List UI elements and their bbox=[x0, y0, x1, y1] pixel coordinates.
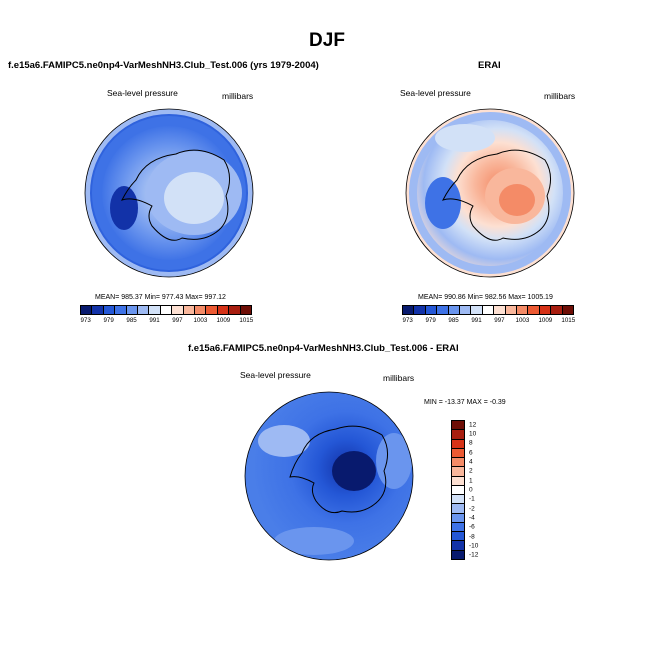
colorbar-swatch bbox=[551, 306, 563, 314]
colorbar-swatch bbox=[452, 430, 464, 440]
panel1-stats: MEAN= 985.37 Min= 977.43 Max= 997.12 bbox=[95, 294, 226, 301]
panel2-map bbox=[405, 108, 575, 278]
panel2-colorbar bbox=[402, 305, 574, 315]
panel3-title: f.e15a6.FAMIPC5.ne0np4-VarMeshNH3.Club_T… bbox=[188, 343, 459, 354]
colorbar-tick-label: -8 bbox=[469, 533, 475, 541]
colorbar-swatch bbox=[217, 306, 230, 314]
colorbar-swatch bbox=[460, 306, 472, 314]
colorbar-tick-label: 997 bbox=[172, 317, 183, 324]
colorbar-swatch bbox=[471, 306, 483, 314]
colorbar-tick-label: 1015 bbox=[239, 317, 254, 324]
colorbar-tick-label: 979 bbox=[425, 317, 436, 324]
panel1-units-label: millibars bbox=[222, 91, 254, 101]
colorbar-tick-label: 10 bbox=[469, 430, 477, 438]
colorbar-swatch bbox=[172, 306, 184, 314]
colorbar-tick-label: 985 bbox=[126, 317, 137, 324]
colorbar-swatch bbox=[452, 421, 464, 431]
colorbar-swatch bbox=[452, 541, 464, 551]
colorbar-swatch bbox=[425, 306, 438, 314]
colorbar-swatch bbox=[403, 306, 415, 314]
colorbar-swatch bbox=[92, 306, 104, 314]
colorbar-swatch bbox=[138, 306, 150, 314]
panel3-map bbox=[244, 391, 414, 561]
colorbar-tick-label: 4 bbox=[469, 458, 473, 466]
colorbar-tick-label: 991 bbox=[149, 317, 160, 324]
colorbar-swatch bbox=[517, 306, 529, 314]
colorbar-tick-label: 8 bbox=[469, 439, 473, 447]
colorbar-swatch bbox=[126, 306, 139, 314]
colorbar-swatch bbox=[149, 306, 161, 314]
colorbar-tick-label: 1009 bbox=[538, 317, 553, 324]
colorbar-swatch bbox=[528, 306, 540, 314]
colorbar-swatch bbox=[562, 306, 574, 314]
main-title: DJF bbox=[309, 30, 345, 51]
colorbar-swatch bbox=[81, 306, 93, 314]
colorbar-swatch bbox=[183, 306, 196, 314]
colorbar-tick-label: -2 bbox=[469, 505, 475, 513]
colorbar-swatch bbox=[452, 439, 464, 449]
colorbar-swatch bbox=[240, 306, 252, 314]
panel3-units-label: millibars bbox=[383, 373, 415, 383]
panel1-variable-label: Sea-level pressure bbox=[107, 88, 178, 98]
panel1-map bbox=[84, 108, 254, 278]
colorbar-swatch bbox=[115, 306, 127, 314]
colorbar-swatch bbox=[103, 306, 116, 314]
panel2-units-label: millibars bbox=[544, 91, 576, 101]
colorbar-tick-label: 2 bbox=[469, 467, 473, 475]
colorbar-tick-label: 997 bbox=[494, 317, 505, 324]
panel2-stats: MEAN= 990.86 Min= 982.56 Max= 1005.19 bbox=[418, 294, 553, 301]
colorbar-swatch bbox=[505, 306, 518, 314]
colorbar-swatch bbox=[452, 504, 464, 514]
panel3-variable-label: Sea-level pressure bbox=[240, 370, 311, 380]
colorbar-swatch bbox=[452, 532, 464, 542]
colorbar-swatch bbox=[452, 550, 464, 559]
colorbar-tick-label: 1009 bbox=[216, 317, 231, 324]
colorbar-swatch bbox=[452, 485, 464, 496]
colorbar-swatch bbox=[452, 448, 464, 459]
colorbar-swatch bbox=[414, 306, 426, 314]
colorbar-tick-label: -6 bbox=[469, 523, 475, 531]
colorbar-tick-label: 1003 bbox=[193, 317, 208, 324]
colorbar-swatch bbox=[539, 306, 552, 314]
colorbar-tick-label: -12 bbox=[469, 551, 479, 559]
colorbar-swatch bbox=[452, 513, 464, 523]
colorbar-swatch bbox=[452, 495, 464, 505]
colorbar-tick-label: 979 bbox=[103, 317, 114, 324]
colorbar-swatch bbox=[206, 306, 218, 314]
colorbar-swatch bbox=[494, 306, 506, 314]
colorbar-swatch bbox=[452, 458, 464, 468]
colorbar-swatch bbox=[437, 306, 449, 314]
colorbar-swatch bbox=[195, 306, 207, 314]
colorbar-swatch bbox=[452, 467, 464, 477]
colorbar-tick-label: 985 bbox=[448, 317, 459, 324]
colorbar-tick-label: 12 bbox=[469, 421, 477, 429]
colorbar-tick-label: 0 bbox=[469, 486, 473, 494]
panel1-colorbar bbox=[80, 305, 252, 315]
colorbar-swatch bbox=[452, 476, 464, 486]
colorbar-tick-label: 991 bbox=[471, 317, 482, 324]
colorbar-swatch bbox=[452, 522, 464, 533]
colorbar-tick-label: 1015 bbox=[561, 317, 576, 324]
colorbar-tick-label: 1003 bbox=[515, 317, 530, 324]
panel3-stats: MIN = -13.37 MAX = -0.39 bbox=[424, 399, 506, 406]
colorbar-tick-label: -1 bbox=[469, 495, 475, 503]
colorbar-tick-label: -4 bbox=[469, 514, 475, 522]
colorbar-swatch bbox=[482, 306, 495, 314]
colorbar-tick-label: 6 bbox=[469, 449, 473, 457]
panel2-variable-label: Sea-level pressure bbox=[400, 88, 471, 98]
colorbar-tick-label: 1 bbox=[469, 477, 473, 485]
panel1-title: f.e15a6.FAMIPC5.ne0np4-VarMeshNH3.Club_T… bbox=[8, 60, 319, 71]
colorbar-swatch bbox=[229, 306, 241, 314]
panel2-title: ERAI bbox=[478, 60, 501, 71]
colorbar-tick-label: 973 bbox=[402, 317, 413, 324]
colorbar-tick-label: 973 bbox=[80, 317, 91, 324]
colorbar-swatch bbox=[448, 306, 461, 314]
colorbar-swatch bbox=[160, 306, 173, 314]
colorbar-tick-label: -10 bbox=[469, 542, 479, 550]
panel3-colorbar bbox=[451, 420, 465, 560]
